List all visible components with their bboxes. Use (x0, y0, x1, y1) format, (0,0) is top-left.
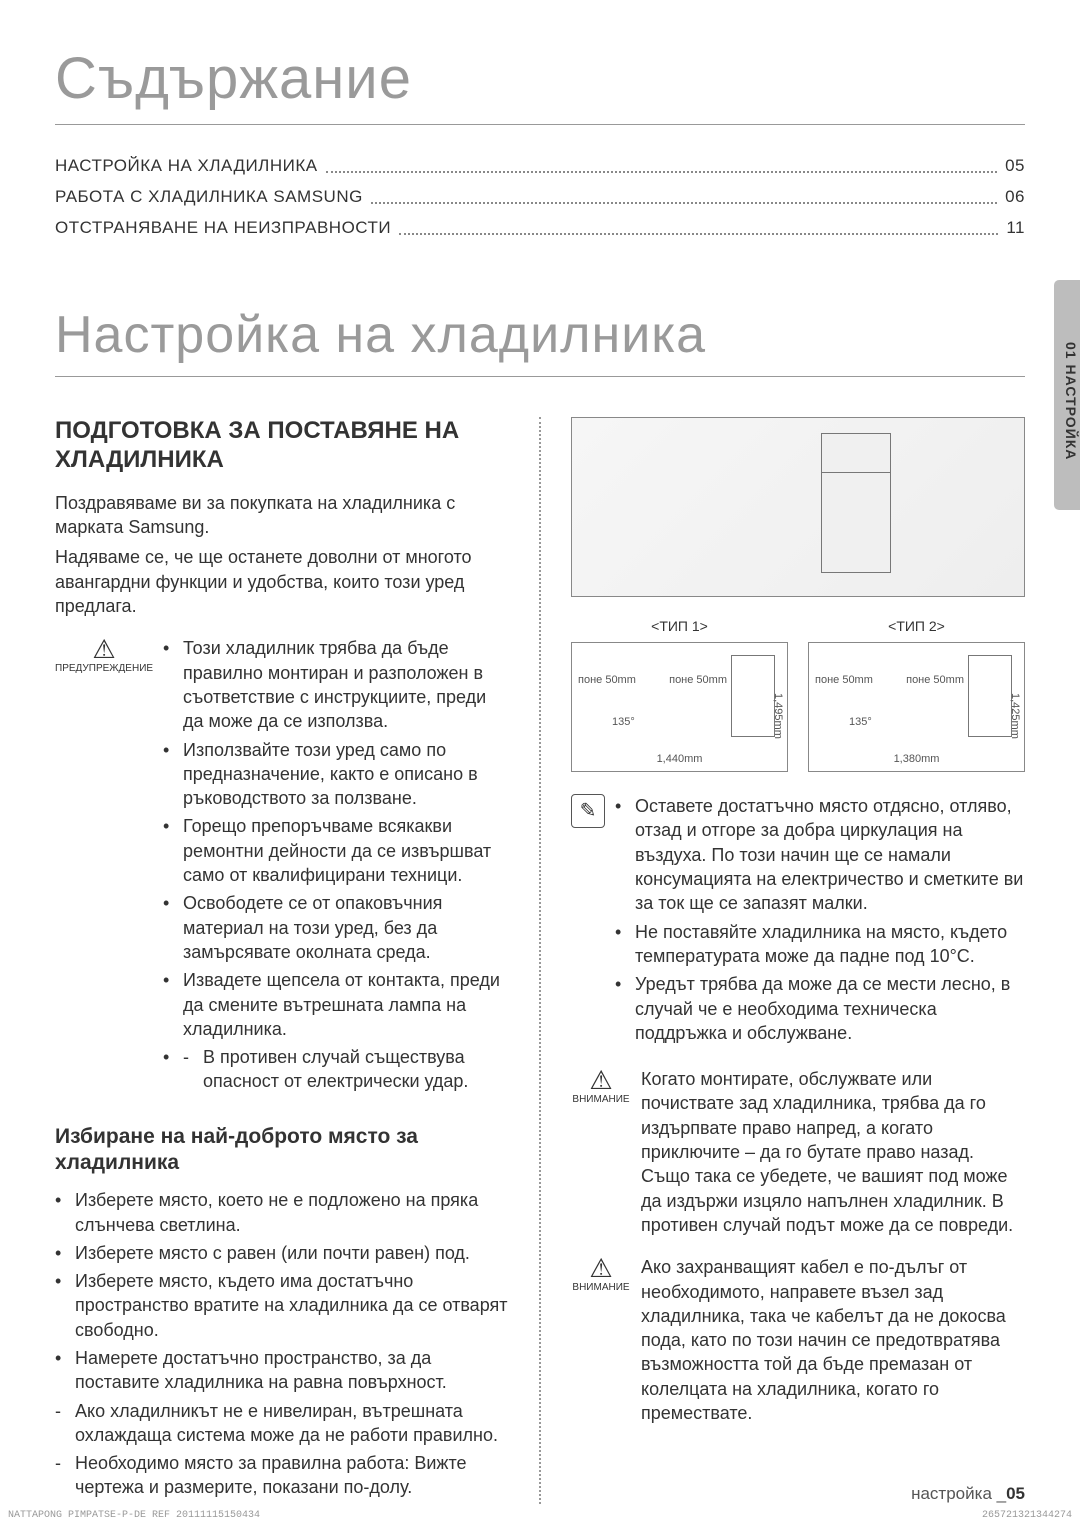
list-item: Уредът трябва да може да се мести лесно,… (615, 972, 1025, 1045)
placement-diagram (571, 417, 1025, 597)
list-item: Изберете място, което не е подложено на … (55, 1188, 509, 1237)
page-footer: настройка _05 (911, 1483, 1025, 1506)
caution-block-2: ⚠ ВНИМАНИЕ Ако захранващият кабел е по-д… (571, 1255, 1025, 1425)
list-item: В противен случай съществува опасност от… (183, 1045, 509, 1094)
toc-page: 06 (1005, 186, 1025, 209)
left-column: ПОДГОТОВКА ЗА ПОСТАВЯНЕ НА ХЛАДИЛНИКА По… (55, 417, 509, 1503)
dim-label: 1,380mm (809, 752, 1024, 767)
list-item: Не поставяйте хладилника на място, къдет… (615, 920, 1025, 969)
place-heading: Избиране на най-доброто място за хладилн… (55, 1124, 509, 1177)
place-list: Изберете място, което не е подложено на … (55, 1188, 509, 1394)
footer-label: настройка _ (911, 1484, 1006, 1503)
type1-col: <ТИП 1> поне 50mm поне 50mm 1,495mm 135°… (571, 617, 788, 772)
toc: НАСТРОЙКА НА ХЛАДИЛНИКА 05 РАБОТА С ХЛАД… (55, 155, 1025, 240)
caution-label: ВНИМАНИЕ (572, 1094, 629, 1105)
list-item: Необходимо място за правилна работа: Виж… (55, 1451, 509, 1500)
warning-block: ⚠ ПРЕДУПРЕЖДЕНИЕ Този хладилник трябва д… (55, 636, 509, 1097)
list-item: Изберете място, където има достатъчно пр… (55, 1269, 509, 1342)
warning-icon: ⚠ ПРЕДУПРЕЖДЕНИЕ (55, 636, 153, 1097)
toc-row: ОТСТРАНЯВАНЕ НА НЕИЗПРАВНОСТИ 11 (55, 217, 1025, 240)
list-item: Горещо препоръчваме всякакви ремонтни де… (163, 814, 509, 887)
print-code-left: NATTAPONG PIMPATSE-P-DE REF 201111151504… (8, 1509, 260, 1523)
caution-icon: ⚠ ВНИМАНИЕ (571, 1255, 631, 1425)
right-column: <ТИП 1> поне 50mm поне 50mm 1,495mm 135°… (539, 417, 1025, 1503)
dim-label: поне 50mm (906, 673, 964, 688)
list-item: Намерете достатъчно пространство, за да … (55, 1346, 509, 1395)
list-item: Освободете се от опаковъчния материал на… (163, 891, 509, 964)
print-code-right: 265721321344274 (982, 1509, 1072, 1523)
dim-label: 1,425mm (1007, 693, 1022, 739)
toc-title: Съдържание (55, 40, 1025, 125)
dim-label: 1,495mm (770, 693, 785, 739)
toc-label: НАСТРОЙКА НА ХЛАДИЛНИКА (55, 155, 318, 178)
list-item: Изберете място с равен (или почти равен)… (55, 1241, 509, 1265)
type1-diagram: поне 50mm поне 50mm 1,495mm 135° 1,440mm (571, 642, 788, 772)
leaf-icon: ✎ (571, 794, 605, 828)
dim-label: 135° (849, 715, 872, 730)
type1-label: <ТИП 1> (571, 617, 788, 636)
caution-block-1: ⚠ ВНИМАНИЕ Когато монтирате, обслужвате … (571, 1067, 1025, 1237)
type2-col: <ТИП 2> поне 50mm поне 50mm 1,425mm 135°… (808, 617, 1025, 772)
type2-label: <ТИП 2> (808, 617, 1025, 636)
dim-label: 135° (612, 715, 635, 730)
dim-label: 1,440mm (572, 752, 787, 767)
list-item: Ако хладилникът не е нивелиран, вътрешна… (55, 1399, 509, 1448)
dim-label: поне 50mm (815, 673, 873, 688)
list-item: Използвайте този уред само по предназнач… (163, 738, 509, 811)
intro-text: Надяваме се, че ще останете доволни от м… (55, 545, 509, 618)
print-footer: NATTAPONG PIMPATSE-P-DE REF 201111151504… (8, 1509, 1072, 1523)
caution-label: ВНИМАНИЕ (572, 1282, 629, 1293)
list-item: Оставете достатъчно място отдясно, отляв… (615, 794, 1025, 915)
toc-page: 05 (1005, 155, 1025, 178)
list-item: Този хладилник трябва да бъде правилно м… (163, 636, 509, 733)
dim-label: поне 50mm (578, 673, 636, 688)
main-title: Настройка на хладилника (55, 300, 1025, 377)
intro-text: Поздравяваме ви за покупката на хладилни… (55, 491, 509, 540)
toc-label: ОТСТРАНЯВАНЕ НА НЕИЗПРАВНОСТИ (55, 217, 391, 240)
eco-list: Оставете достатъчно място отдясно, отляв… (615, 794, 1025, 1049)
toc-row: НАСТРОЙКА НА ХЛАДИЛНИКА 05 (55, 155, 1025, 178)
caution-text: Когато монтирате, обслужвате или почиств… (641, 1067, 1025, 1237)
footer-page: 05 (1006, 1484, 1025, 1503)
warning-label: ПРЕДУПРЕЖДЕНИЕ (55, 663, 153, 674)
type2-diagram: поне 50mm поне 50mm 1,425mm 135° 1,380mm (808, 642, 1025, 772)
prep-heading: ПОДГОТОВКА ЗА ПОСТАВЯНЕ НА ХЛАДИЛНИКА (55, 417, 509, 475)
caution-text: Ако захранващият кабел е по-дълъг от нео… (641, 1255, 1025, 1425)
toc-row: РАБОТА С ХЛАДИЛНИКА SAMSUNG 06 (55, 186, 1025, 209)
dim-label: поне 50mm (669, 673, 727, 688)
toc-page: 11 (1006, 217, 1025, 240)
warning-list: Този хладилник трябва да бъде правилно м… (163, 636, 509, 1097)
toc-label: РАБОТА С ХЛАДИЛНИКА SAMSUNG (55, 186, 363, 209)
type-diagrams: <ТИП 1> поне 50mm поне 50mm 1,495mm 135°… (571, 617, 1025, 772)
caution-icon: ⚠ ВНИМАНИЕ (571, 1067, 631, 1237)
list-item: Извадете щепсела от контакта, преди да с… (163, 968, 509, 1041)
eco-block: ✎ Оставете достатъчно място отдясно, отл… (571, 794, 1025, 1049)
place-notes: Ако хладилникът не е нивелиран, вътрешна… (55, 1399, 509, 1500)
